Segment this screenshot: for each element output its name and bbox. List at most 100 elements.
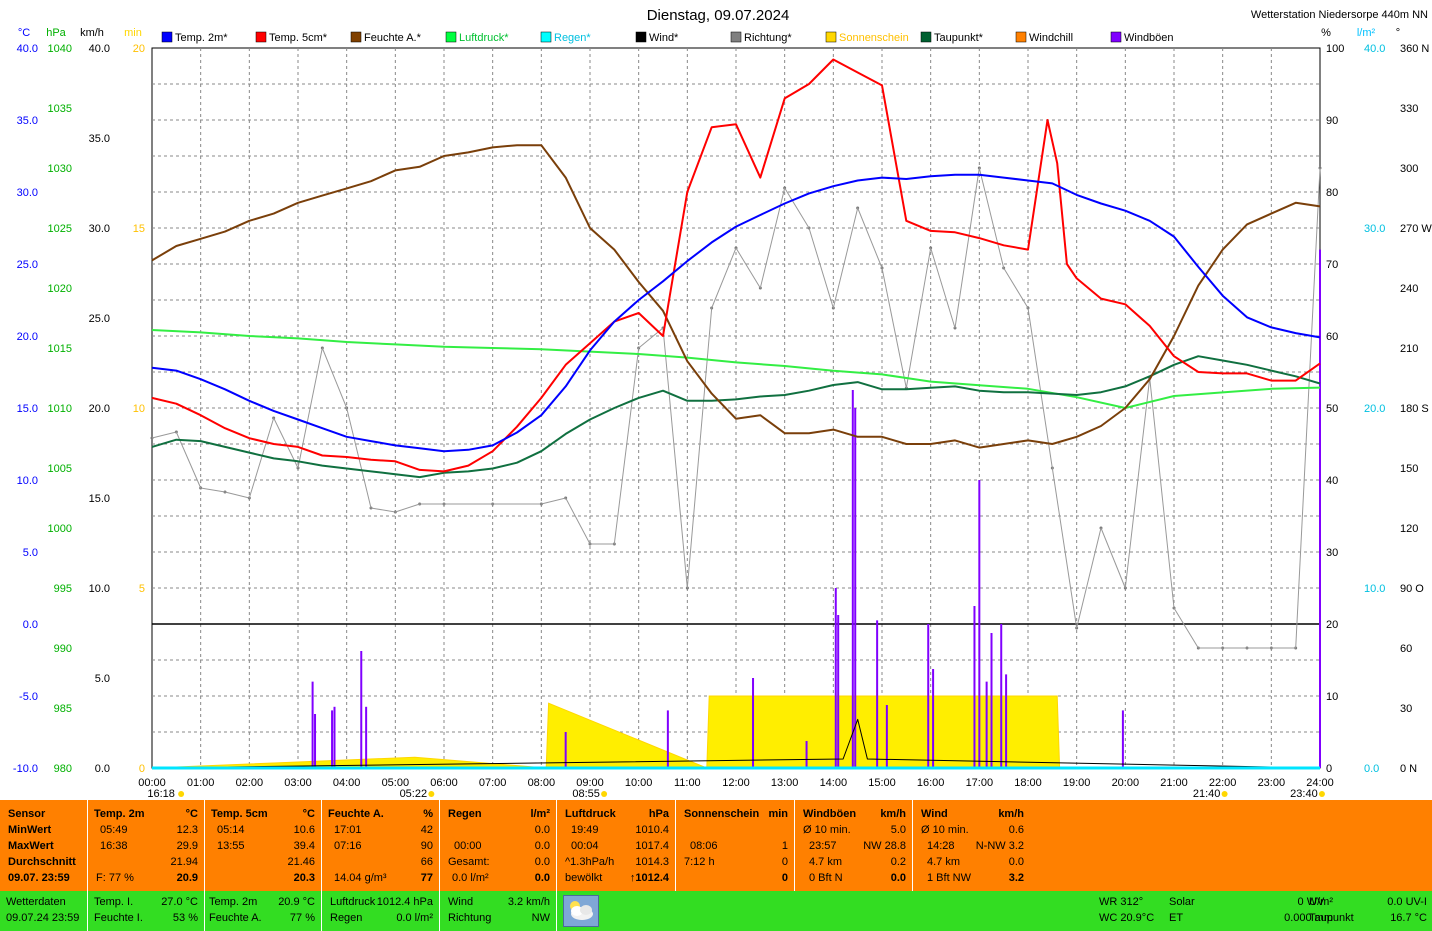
temp-tick: -10.0 — [13, 763, 38, 775]
legend-swatch — [350, 31, 362, 43]
direction-value: NW — [531, 912, 550, 924]
boeen-dist-value: 0.2 — [890, 856, 906, 868]
time-tick: 01:00 — [187, 777, 215, 789]
time-tick: 05:00 — [382, 777, 410, 789]
solar-label: Solar — [1169, 896, 1195, 908]
min-tick: 5 — [139, 583, 145, 595]
temp-tick: -5.0 — [19, 691, 38, 703]
sonne-avg: 0 — [781, 856, 788, 868]
hpa-tick: 1035 — [48, 103, 72, 115]
legend: Temp. 2m* Temp. 5cm* Feuchte A.* Luftdruck*… — [161, 31, 1174, 44]
legend-label: Temp. 5cm* — [269, 32, 328, 44]
temp5cm-min-value: 10.6 — [293, 824, 315, 836]
legend-swatch — [920, 31, 932, 43]
hpa-tick: 985 — [54, 703, 72, 715]
dir-tick: 90 O — [1400, 583, 1424, 595]
feuchte-unit: % — [423, 808, 433, 820]
legend-swatch — [825, 31, 837, 43]
status-date: 09.07.24 23:59 — [6, 912, 80, 924]
regen-max-value: 0.0 — [534, 840, 550, 852]
regen-min-value: 0.0 — [534, 824, 550, 836]
temp-tick: 35.0 — [17, 115, 38, 127]
col-temp2m: Temp. 2m °C 05:49 12.3 16:38 29.9 21.94 … — [88, 800, 205, 891]
pressure-label: Luftdruck — [330, 896, 376, 908]
legend-label: Windböen — [1124, 32, 1174, 44]
pct-tick: 60 — [1326, 331, 1338, 343]
time-tick: 00:00 — [138, 777, 166, 789]
min-tick: 20 — [133, 43, 145, 55]
time-tick: 20:00 — [1112, 777, 1140, 789]
uv-value: 0.0 UV-I — [1387, 896, 1427, 908]
min-tick: 10 — [133, 403, 145, 415]
pct-tick: 0 — [1326, 763, 1332, 775]
temp5cm-current: 20.3 — [293, 872, 315, 884]
boeen-dist: 4.7 km — [809, 856, 843, 868]
hpa-tick: 995 — [54, 583, 72, 595]
pct-tick: 30 — [1326, 547, 1338, 559]
time-tick: 04:00 — [333, 777, 361, 789]
pct-tick: 100 — [1326, 43, 1344, 55]
rain-label: Regen — [330, 912, 363, 924]
axis-unit: ° — [1396, 27, 1400, 39]
dir-tick: 180 S — [1400, 403, 1429, 415]
boeen-bft: 0 Bft N — [809, 872, 843, 884]
humidity-line — [151, 144, 1321, 449]
temp-indoor-label: Temp. I. — [94, 896, 134, 908]
temp-indoor-value: 27.0 °C — [161, 896, 198, 908]
boeen-avg10-value: 5.0 — [890, 824, 906, 836]
feuchte-avg: 66 — [420, 856, 433, 868]
legend-swatch — [730, 31, 742, 43]
temp2m-f: F: 77 % — [96, 872, 134, 884]
luft-avg: 1014.3 — [635, 856, 669, 868]
feuchte-max-value: 90 — [420, 840, 433, 852]
dewpoint-value: 16.7 °C — [1390, 912, 1427, 924]
legend-swatch — [540, 31, 552, 43]
time-tick: 21:00 — [1160, 777, 1188, 789]
col-luftdruck: Luftdruck hPa 19:49 1010.4 00:04 1017.4 … — [557, 800, 676, 891]
status-wind: Wind 3.2 km/h Richtung NW — [440, 891, 557, 931]
time-tick: 09:00 — [576, 777, 604, 789]
regen-total-value: 0.0 — [534, 856, 550, 868]
hpa-tick: 1025 — [48, 223, 72, 235]
hpa-tick: 1020 — [48, 283, 72, 295]
col-sensor: Sensor MinWert MaxWert Durchschnitt 09.0… — [0, 800, 88, 891]
regen-unit: l/m² — [530, 808, 550, 820]
axes: °C hPa km/h min% l/m² ° 40.0 35.0 30.0 25.0 20.0 15… — [13, 27, 1432, 789]
dewpoint-line — [151, 355, 1321, 479]
temp5cm-max-value: 39.4 — [293, 840, 315, 852]
col-temp5cm: Temp. 5cm °C 05:14 10.6 13:55 39.4 21.46… — [205, 800, 322, 891]
temp5cm-max-time: 13:55 — [217, 840, 245, 852]
temp5cm-line — [151, 58, 1321, 473]
dir-tick: 0 N — [1400, 763, 1417, 775]
dir-tick: 300 — [1400, 163, 1418, 175]
sonne-unit: min — [768, 808, 788, 820]
hpa-tick: 1010 — [48, 403, 72, 415]
temp2m-avg: 21.94 — [170, 856, 198, 868]
legend-swatch — [635, 31, 647, 43]
time-tick: 23:00 — [1258, 777, 1286, 789]
temp-tick: 5.0 — [23, 547, 38, 559]
weather-chart: Dienstag, 09.07.2024 Wetterstation Niede… — [13, 7, 1432, 800]
kmh-tick: 5.0 — [95, 673, 110, 685]
pct-tick: 80 — [1326, 187, 1338, 199]
time-tick: 11:00 — [674, 777, 701, 789]
row-date-label: 09.07. 23:59 — [8, 872, 70, 884]
status-wetterdaten: Wetterdaten 09.07.24 23:59 — [0, 891, 88, 931]
temp5cm-avg: 21.46 — [287, 856, 315, 868]
dir-tick: 240 — [1400, 283, 1418, 295]
wc-value: WC 20.9°C — [1099, 912, 1155, 924]
boeen-max-value: NW 28.8 — [863, 840, 906, 852]
kmh-tick: 25.0 — [89, 313, 110, 325]
dir-tick: 210 — [1400, 343, 1418, 355]
wind-avg10-label: Ø 10 min. — [921, 824, 969, 836]
rain-tick: 10.0 — [1364, 583, 1385, 595]
event-label: 05:22 — [400, 788, 428, 800]
boeen-unit: km/h — [880, 808, 906, 820]
pct-tick: 10 — [1326, 691, 1338, 703]
time-tick: 13:00 — [771, 777, 799, 789]
humidity-outdoor-value: 77 % — [289, 912, 315, 924]
time-tick: 08:00 — [528, 777, 556, 789]
temp-outdoor-value: 20.9 °C — [278, 896, 315, 908]
legend-swatch — [1110, 31, 1122, 43]
sun-event-icon — [601, 791, 608, 797]
